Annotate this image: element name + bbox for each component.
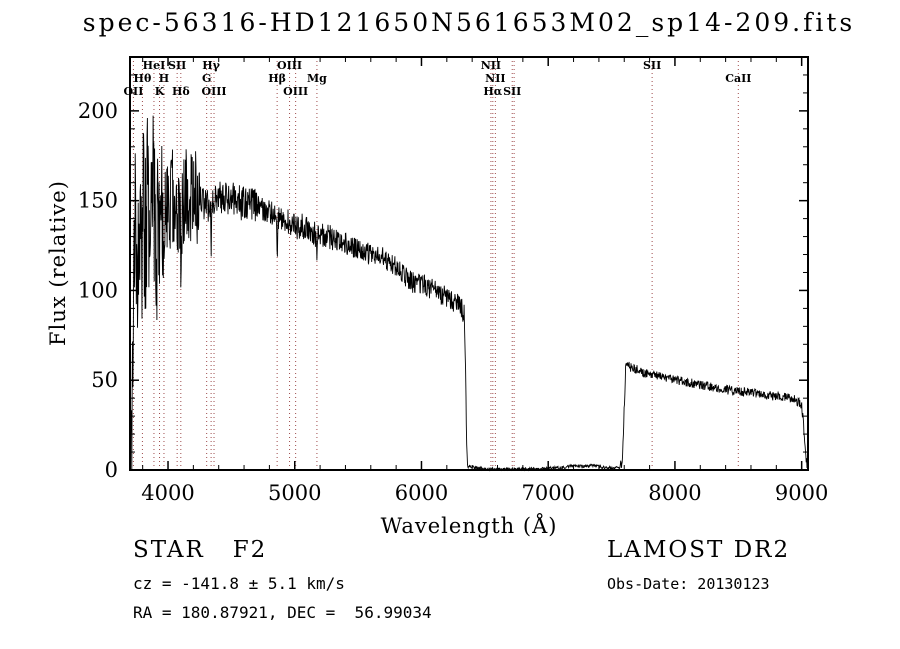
spectral-line-label: SII bbox=[643, 59, 661, 72]
y-tick-label: 100 bbox=[78, 278, 118, 302]
spectral-line-label: SII bbox=[503, 85, 521, 98]
spectral-line-labels: OIIHθHeIKHSIIHδGHγOIIIHβOIIIOIIIMgNIIHαN… bbox=[123, 59, 751, 98]
spectral-line-label: Hγ bbox=[202, 59, 220, 72]
x-tick-label: 6000 bbox=[395, 481, 448, 505]
axis-ticks bbox=[130, 56, 808, 471]
y-tick-labels: 0 50 100 150 200 bbox=[78, 99, 118, 482]
plot-frame bbox=[129, 56, 809, 471]
spectral-line-label: G bbox=[202, 72, 211, 85]
x-tick-label: 4000 bbox=[141, 481, 194, 505]
x-axis-label: Wavelength (Å) bbox=[380, 514, 558, 538]
x-tick-label: 7000 bbox=[521, 481, 574, 505]
y-tick-label: 200 bbox=[78, 99, 118, 123]
obs-date-text: Obs-Date: 20130123 bbox=[607, 575, 770, 593]
plot-title: spec-56316-HD121650N561653M02_sp14-209.f… bbox=[82, 8, 856, 37]
spectral-line-label: OIII bbox=[277, 59, 302, 72]
survey-release-text: LAMOST DR2 bbox=[607, 537, 791, 563]
spectral-line-label: H bbox=[159, 72, 169, 85]
spectral-line-label: HeI bbox=[143, 59, 166, 72]
spectral-line-label: OIII bbox=[283, 85, 308, 98]
spectral-line-label: NII bbox=[485, 72, 505, 85]
classification-text: STAR F2 bbox=[133, 537, 268, 563]
spectrum-trace bbox=[130, 115, 808, 472]
spectral-line-label: K bbox=[155, 85, 165, 98]
spectral-line-label: Hδ bbox=[172, 85, 190, 98]
ra-dec-text: RA = 180.87921, DEC = 56.99034 bbox=[133, 603, 432, 622]
spectral-line-label: Hβ bbox=[268, 72, 286, 85]
y-tick-label: 50 bbox=[91, 368, 118, 392]
spectral-line-label: OII bbox=[123, 85, 143, 98]
spectral-line-label: CaII bbox=[725, 72, 751, 85]
x-tick-label: 8000 bbox=[648, 481, 701, 505]
spectral-line-label: Hα bbox=[483, 85, 502, 98]
spectral-line-label: NII bbox=[481, 59, 501, 72]
spectral-line-label: Mg bbox=[307, 72, 327, 85]
x-tick-labels: 4000 5000 6000 7000 8000 9000 bbox=[141, 481, 828, 505]
spectral-line-label: Hθ bbox=[134, 72, 152, 85]
spectral-line-label: OIII bbox=[202, 85, 227, 98]
y-axis-label: Flux (relative) bbox=[46, 180, 70, 346]
y-tick-label: 0 bbox=[105, 458, 118, 482]
spectral-lines bbox=[132, 57, 739, 470]
x-tick-label: 5000 bbox=[268, 481, 321, 505]
spectral-line-label: SII bbox=[168, 59, 186, 72]
y-tick-label: 150 bbox=[78, 189, 118, 213]
cz-velocity-text: cz = -141.8 ± 5.1 km/s bbox=[133, 574, 345, 593]
x-tick-label: 9000 bbox=[775, 481, 828, 505]
